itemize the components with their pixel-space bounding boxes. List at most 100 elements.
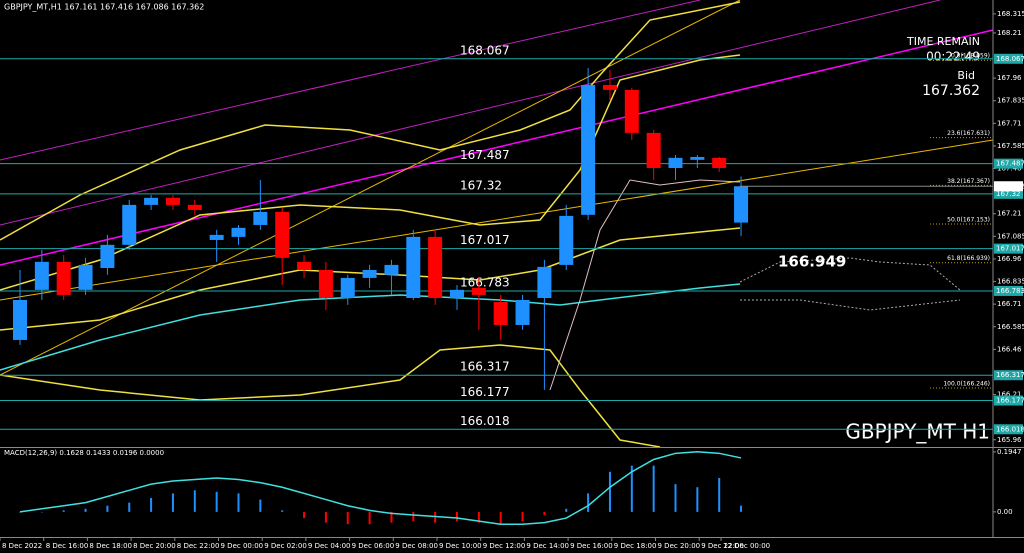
level-label: 166.018 bbox=[460, 414, 510, 428]
candle-body bbox=[559, 215, 574, 265]
candle-body bbox=[624, 89, 639, 133]
candle-body bbox=[318, 269, 333, 298]
macd-bar bbox=[368, 511, 371, 525]
y-tick-label: 165.96 bbox=[997, 436, 1022, 444]
candle-body bbox=[450, 289, 464, 298]
x-tick-label: 12 Dec 00:00 bbox=[723, 542, 770, 550]
candle-body bbox=[690, 156, 705, 160]
macd-bar bbox=[652, 465, 655, 512]
macd-bar bbox=[150, 498, 153, 512]
channel-line bbox=[0, 29, 994, 266]
y-tick-label: 167.71 bbox=[997, 119, 1022, 127]
candle-body bbox=[602, 84, 617, 90]
fib-label: 61.8(166.939) bbox=[947, 255, 990, 262]
bollinger-mid bbox=[0, 54, 741, 291]
macd-bar bbox=[456, 511, 458, 522]
price-box bbox=[994, 181, 1023, 192]
macd-bar bbox=[587, 493, 590, 512]
price-box bbox=[994, 53, 1023, 64]
price-box bbox=[994, 424, 1023, 435]
chart-title: GBPJPY_MT H1 bbox=[845, 420, 990, 444]
macd-bar bbox=[740, 505, 743, 512]
y-tick-label: 167.96 bbox=[997, 74, 1022, 82]
x-tick-label: 9 Dec 02:00 bbox=[264, 542, 307, 550]
bollinger-upper bbox=[0, 1, 741, 241]
macd-y-tick-label: 0.1947 bbox=[997, 448, 1022, 456]
x-tick-label: 8 Dec 22:00 bbox=[177, 542, 220, 550]
level-label: 166.317 bbox=[460, 360, 510, 374]
candle-body bbox=[56, 261, 71, 295]
x-tick-label: 8 Dec 18:00 bbox=[89, 542, 132, 550]
macd-bar bbox=[215, 491, 218, 512]
macd-bar bbox=[718, 477, 721, 512]
price-box-label: 166.177 bbox=[996, 397, 1024, 405]
time-remain-label: TIME REMAIN bbox=[906, 35, 980, 48]
level-label: 168.067 bbox=[460, 43, 510, 57]
candle-body bbox=[100, 244, 115, 268]
bid-label: Bid bbox=[957, 69, 975, 82]
price-box bbox=[994, 285, 1023, 296]
candle-body bbox=[253, 211, 268, 225]
price-box bbox=[994, 158, 1023, 169]
price-box-label: 166.317 bbox=[996, 371, 1024, 379]
macd-bar bbox=[696, 487, 699, 512]
price-box bbox=[994, 243, 1023, 254]
candle-body bbox=[231, 227, 246, 237]
price-box-label: 167.362 bbox=[996, 182, 1024, 190]
x-tick-label: 9 Dec 10:00 bbox=[439, 542, 482, 550]
x-tick-label: 9 Dec 04:00 bbox=[308, 542, 351, 550]
y-tick-label: 166.835 bbox=[997, 278, 1024, 286]
x-tick-label: 9 Dec 18:00 bbox=[614, 542, 657, 550]
macd-bar bbox=[281, 510, 284, 512]
marker-price: 166.949 bbox=[778, 252, 846, 270]
candle-body bbox=[275, 211, 290, 258]
macd-bar bbox=[412, 511, 415, 522]
y-tick-label: 166.96 bbox=[997, 255, 1022, 263]
candle-body bbox=[384, 264, 399, 275]
macd-bar bbox=[390, 511, 393, 523]
macd-bar bbox=[84, 508, 87, 512]
level-label: 166.783 bbox=[460, 275, 510, 289]
candle-body bbox=[428, 236, 443, 298]
macd-bar bbox=[674, 484, 677, 512]
price-box-label: 166.783 bbox=[996, 287, 1024, 295]
x-tick-label: 9 Dec 08:00 bbox=[395, 542, 438, 550]
macd-bar bbox=[324, 511, 327, 523]
level-label: 167.32 bbox=[460, 178, 502, 192]
indicators bbox=[0, 0, 994, 448]
x-tick-label: 9 Dec 06:00 bbox=[352, 542, 395, 550]
candle-body bbox=[165, 197, 180, 205]
chart-header: GBPJPY_MT,H1 167.161 167.416 167.086 167… bbox=[4, 3, 204, 12]
candle-body bbox=[209, 234, 224, 240]
macd-bar bbox=[608, 471, 611, 512]
bollinger-lower bbox=[0, 344, 661, 448]
candle-body bbox=[187, 204, 202, 210]
y-tick-label: 168.315 bbox=[997, 10, 1024, 18]
x-tick-label: 8 Dec 2022 bbox=[2, 542, 42, 550]
macd-y-tick-label: 0.00 bbox=[997, 508, 1013, 516]
x-tick-label: 9 Dec 14:00 bbox=[526, 542, 569, 550]
candle-body bbox=[581, 84, 596, 215]
bid-price: 167.362 bbox=[922, 83, 980, 99]
level-label: 167.487 bbox=[460, 148, 510, 162]
trend-line bbox=[0, 139, 994, 301]
macd-bar bbox=[477, 511, 480, 523]
moving-average bbox=[0, 227, 741, 331]
fib-label: 38.2(167.367) bbox=[947, 178, 990, 185]
macd-label: MACD(12,26,9) 0.1628 0.1433 0.0196 0.000… bbox=[4, 449, 164, 457]
macd-bar bbox=[171, 493, 174, 512]
macd-bar bbox=[259, 499, 262, 512]
cloud bbox=[739, 257, 961, 291]
x-tick-label: 9 Dec 00:00 bbox=[221, 542, 264, 550]
price-box-label: 166.018 bbox=[996, 425, 1024, 433]
macd-bar bbox=[40, 511, 43, 513]
y-tick-label: 167.085 bbox=[997, 232, 1024, 240]
price-box bbox=[994, 188, 1023, 199]
candle-body bbox=[144, 197, 159, 205]
y-tick-label: 167.585 bbox=[997, 142, 1024, 150]
x-tick-label: 9 Dec 20:00 bbox=[658, 542, 701, 550]
cloud bbox=[740, 299, 961, 311]
price-box-label: 167.487 bbox=[996, 160, 1024, 168]
